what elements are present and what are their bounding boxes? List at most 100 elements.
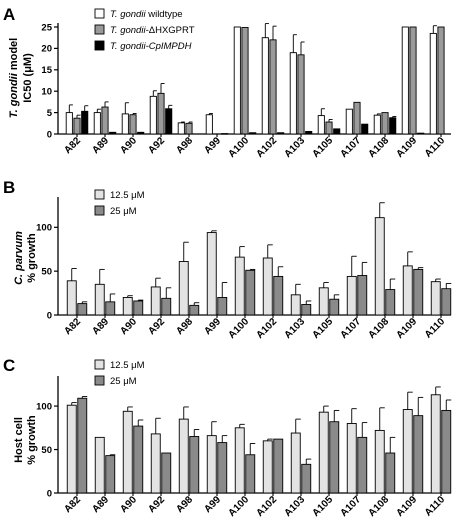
bar <box>345 108 353 135</box>
x-tick-label: A110 <box>423 316 448 341</box>
bar <box>329 298 340 316</box>
legend-label-rest: 12.5 μM <box>110 360 145 371</box>
x-tick-label: A98 <box>174 316 195 337</box>
legend-label-rest: 12.5 μM <box>110 190 145 201</box>
bar <box>329 421 340 494</box>
bar <box>245 269 256 316</box>
y-tick-label: 50 <box>41 266 52 277</box>
x-tick-label: A103 <box>282 316 307 341</box>
x-tick-label: A103 <box>282 494 307 519</box>
bar <box>441 409 452 494</box>
legend-label-rest: 25 μM <box>110 206 137 217</box>
bar <box>177 122 185 135</box>
bar <box>234 427 245 494</box>
bar <box>245 454 256 494</box>
bar <box>289 52 297 135</box>
x-tick-label: A89 <box>90 316 111 337</box>
legend-label-rest: wildtype <box>146 9 183 20</box>
bar <box>205 114 213 135</box>
bar <box>241 26 249 135</box>
bar <box>249 132 257 135</box>
bar <box>105 301 116 316</box>
x-tick-label: A99 <box>202 316 223 337</box>
legend-label-rest: 25 μM <box>110 376 137 387</box>
bar <box>122 410 133 494</box>
bar <box>357 436 368 494</box>
legend-label: 25 μM <box>110 206 137 217</box>
bar <box>317 115 325 135</box>
y-axis-label-rest: model <box>8 38 20 73</box>
bar <box>361 123 369 135</box>
panel-c: C Host cell% growth 0 50 100 A82 A89 A90 A92 A98 A… <box>3 356 452 519</box>
x-tick-label: A105 <box>310 135 335 160</box>
bar <box>374 217 385 316</box>
legend-label: 25 μM <box>110 376 137 387</box>
bar <box>206 435 217 494</box>
bar <box>189 304 200 316</box>
bar <box>233 26 241 135</box>
x-tick-label: A102 <box>254 135 279 160</box>
y-tick-label: 50 <box>41 445 52 456</box>
bar <box>401 26 409 135</box>
bar <box>333 128 341 135</box>
bar <box>133 425 144 494</box>
y-tick-label: 5 <box>47 108 53 119</box>
bar <box>206 232 217 316</box>
x-tick-label: A99 <box>202 135 223 156</box>
x-tick-label: A110 <box>423 494 448 519</box>
x-tick-label: A98 <box>174 135 195 156</box>
y-axis-label-units: % growth <box>26 233 38 283</box>
bar <box>234 256 245 316</box>
x-tick-label: A99 <box>202 494 223 515</box>
x-tick-label: A107 <box>338 316 363 341</box>
y-tick-label: 20 <box>41 44 52 55</box>
y-tick-label: 15 <box>41 65 52 76</box>
bar <box>374 429 385 494</box>
bar <box>413 268 424 316</box>
x-tick-label: A105 <box>310 494 335 519</box>
legend-swatch <box>94 8 105 19</box>
x-tick-label: A102 <box>254 316 279 341</box>
bar <box>121 113 129 135</box>
bar <box>262 440 273 494</box>
bar <box>277 132 285 135</box>
x-tick-label: A108 <box>366 494 391 519</box>
bar <box>185 122 193 135</box>
bar <box>189 436 200 494</box>
x-tick-label: A90 <box>118 316 139 337</box>
bar <box>261 37 269 135</box>
bar <box>149 95 157 135</box>
bar <box>273 438 284 494</box>
bar <box>129 114 137 135</box>
bar <box>165 108 173 135</box>
y-tick-label: 25 <box>41 22 52 33</box>
legend-label: 12.5 μM <box>110 360 145 371</box>
x-tick-label: A92 <box>146 494 167 515</box>
bar <box>413 415 424 494</box>
bar <box>441 288 452 316</box>
legend-label: T. gondii-CpIMPDH <box>110 41 192 52</box>
bar <box>305 130 313 135</box>
bar <box>357 275 368 316</box>
bar <box>429 32 437 135</box>
y-tick-label: 0 <box>47 129 52 140</box>
legend-swatch <box>94 375 105 386</box>
y-tick-label: 100 <box>36 401 52 412</box>
bar <box>65 112 73 135</box>
bar <box>373 114 381 135</box>
bar <box>269 39 277 135</box>
bar <box>318 411 329 494</box>
x-tick-label: A89 <box>90 494 111 515</box>
bar <box>77 303 88 316</box>
x-tick-label: A82 <box>62 135 83 156</box>
x-tick-label: A98 <box>174 494 195 515</box>
x-tick-label: A82 <box>62 494 83 515</box>
legend-label-italic: T. gondii-CpIMPDH <box>110 41 192 52</box>
legend-swatch <box>94 40 105 51</box>
bar <box>346 423 357 494</box>
bar <box>346 275 357 316</box>
legend-swatch <box>94 359 105 370</box>
x-tick-label: A90 <box>118 494 139 515</box>
x-tick-label: A103 <box>282 135 307 160</box>
bar <box>137 131 145 135</box>
